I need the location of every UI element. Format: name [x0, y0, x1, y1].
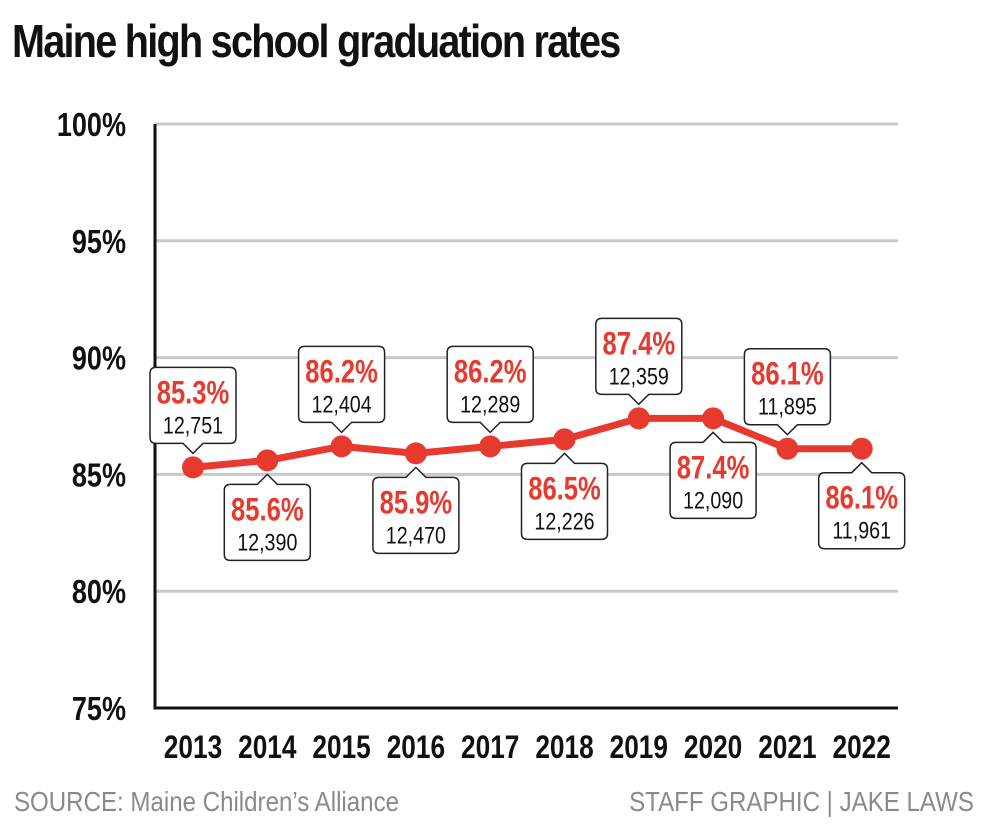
data-point: [479, 435, 502, 458]
y-tick-label: 95%: [72, 224, 126, 260]
y-tick-label: 90%: [72, 341, 126, 377]
callout-box: [372, 466, 460, 555]
x-tick-label: 2019: [610, 731, 668, 766]
data-label-count: 12,404: [312, 390, 372, 417]
data-label-rate: 87.4%: [603, 327, 676, 362]
data-label-count: 12,751: [163, 412, 223, 439]
data-label-count: 11,961: [832, 517, 891, 544]
data-label-callout: 87.4%12,090: [669, 431, 757, 520]
callout-box: [297, 345, 386, 434]
data-point: [553, 428, 576, 451]
graphic-credit: STAFF GRAPHIC | JAKE LAWS: [629, 786, 974, 817]
data-label-callout: 85.6%12,390: [223, 473, 312, 562]
x-tick-label: 2021: [758, 731, 816, 766]
data-label-callout: 87.4%12,359: [595, 317, 683, 406]
data-label-rate: 86.1%: [751, 357, 824, 392]
data-label-count: 12,390: [237, 529, 297, 556]
x-tick-label: 2022: [833, 731, 891, 766]
callout-box: [223, 473, 312, 562]
y-tick-label: 80%: [72, 575, 126, 611]
data-label-rate: 85.6%: [231, 493, 304, 528]
data-label-rate: 85.3%: [157, 376, 230, 411]
x-tick-label: 2016: [387, 731, 445, 766]
data-label-callout: 86.2%12,289: [446, 345, 534, 434]
data-points: [182, 407, 873, 479]
data-label-count: 12,359: [609, 362, 669, 389]
data-label-count: 11,895: [758, 393, 817, 420]
series-line-group: [189, 414, 866, 471]
data-label-callout: 85.9%12,470: [372, 466, 460, 555]
x-tick-label: 2014: [238, 731, 297, 766]
y-tick-label: 100%: [57, 108, 126, 144]
data-label-count: 12,226: [534, 507, 594, 534]
data-point: [850, 437, 873, 460]
data-point: [404, 442, 427, 465]
data-label-rate: 85.9%: [380, 486, 453, 521]
data-label-rate: 86.2%: [305, 355, 378, 390]
y-tick-label: 85%: [72, 458, 126, 494]
x-tick-labels: 2013 2014 2015 2016 2017 2018 2019 2020 2021 2022: [164, 731, 891, 766]
data-point: [330, 435, 353, 458]
chart-title: Maine high school graduation rates: [12, 15, 621, 67]
callout-box: [669, 431, 757, 520]
data-labels: 85.3%12,75185.6%12,39086.2%12,40485.9%12…: [149, 317, 906, 562]
data-label-callout: 86.1%11,895: [743, 347, 832, 436]
data-point: [182, 456, 204, 479]
data-label-rate: 86.2%: [454, 355, 527, 390]
callout-box: [743, 347, 832, 436]
callout-box: [817, 461, 906, 550]
x-tick-label: 2015: [312, 731, 370, 766]
data-point: [776, 437, 799, 460]
callout-box: [446, 345, 534, 434]
y-tick-label: 75%: [72, 692, 126, 728]
x-tick-label: 2018: [535, 731, 593, 766]
x-tick-label: 2013: [164, 731, 222, 766]
data-point: [702, 407, 725, 430]
callout-box: [149, 366, 237, 455]
series-line: [189, 414, 866, 471]
source-note: SOURCE: Maine Children’s Alliance: [14, 786, 399, 817]
x-tick-label: 2020: [684, 731, 742, 766]
callout-box: [595, 317, 683, 406]
data-label-count: 12,289: [460, 390, 520, 417]
callout-box: [520, 452, 609, 541]
data-label-callout: 86.2%12,404: [297, 345, 386, 434]
data-label-count: 12,090: [683, 486, 743, 513]
data-label-count: 12,470: [386, 522, 446, 549]
y-tick-labels: 75% 80% 85% 90% 95% 100%: [57, 108, 126, 728]
data-label-rate: 87.4%: [677, 451, 750, 486]
data-label-callout: 86.5%12,226: [520, 452, 609, 541]
data-point: [627, 407, 650, 430]
data-label-callout: 85.3%12,751: [149, 366, 237, 455]
data-label-rate: 86.1%: [825, 481, 898, 516]
x-tick-label: 2017: [461, 731, 519, 766]
data-point: [256, 449, 279, 472]
data-label-callout: 86.1%11,961: [817, 461, 906, 550]
data-label-rate: 86.5%: [528, 472, 601, 507]
